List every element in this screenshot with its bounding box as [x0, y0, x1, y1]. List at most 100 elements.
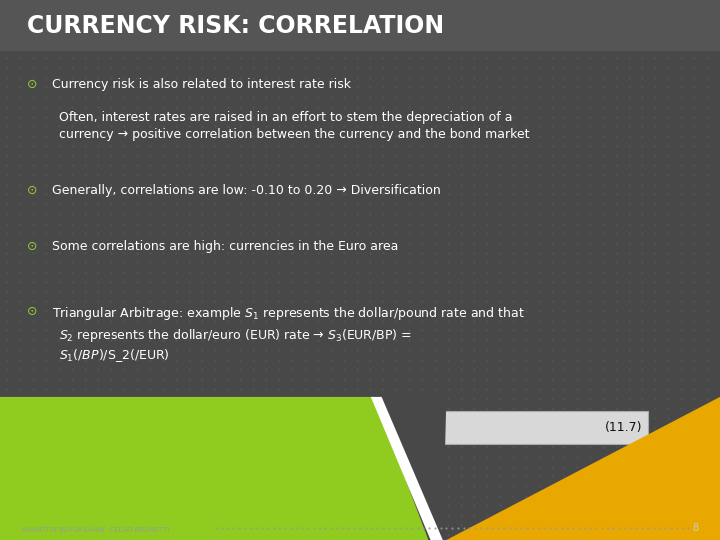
Point: [157, 83, 168, 92]
Point: [40, 248, 52, 257]
Point: [390, 0, 402, 4]
Point: [636, 180, 648, 189]
Point: [105, 287, 117, 296]
Point: [79, 511, 91, 519]
Point: [416, 132, 428, 140]
Point: [287, 229, 298, 238]
Point: [325, 278, 337, 286]
Point: [131, 336, 143, 345]
Point: [662, 122, 674, 131]
Point: [300, 190, 311, 199]
Point: [390, 307, 402, 315]
Point: [261, 384, 272, 393]
Point: [312, 93, 324, 102]
Point: [53, 394, 65, 403]
Point: [261, 482, 272, 490]
Point: [131, 64, 143, 72]
Point: [598, 355, 609, 364]
Point: [274, 258, 285, 267]
Point: [507, 414, 518, 422]
Point: [248, 453, 259, 461]
Point: [14, 307, 26, 315]
Point: [598, 171, 609, 179]
Point: [662, 307, 674, 315]
Point: [714, 336, 720, 345]
Point: [377, 316, 389, 325]
Point: [377, 248, 389, 257]
Point: [40, 73, 52, 82]
Point: [261, 0, 272, 4]
Point: [209, 64, 220, 72]
Point: [403, 297, 415, 306]
Point: [157, 268, 168, 276]
Point: [429, 453, 441, 461]
Point: [507, 278, 518, 286]
Point: [649, 482, 661, 490]
Point: [312, 248, 324, 257]
Point: [79, 433, 91, 442]
Point: [624, 462, 635, 471]
Point: [248, 278, 259, 286]
Point: [675, 151, 687, 160]
Point: [636, 423, 648, 432]
Point: [442, 35, 454, 43]
Point: [559, 171, 570, 179]
Point: [1, 491, 13, 500]
Point: [312, 200, 324, 208]
Point: [429, 530, 441, 539]
Point: [144, 346, 156, 354]
Point: [144, 151, 156, 160]
Point: [585, 151, 596, 160]
Point: [196, 64, 207, 72]
Point: [403, 316, 415, 325]
Point: [325, 83, 337, 92]
Point: [183, 433, 194, 442]
Point: [636, 297, 648, 306]
Point: [559, 141, 570, 150]
Point: [183, 180, 194, 189]
Point: [157, 151, 168, 160]
Point: [403, 375, 415, 383]
Point: [714, 54, 720, 63]
Point: [377, 521, 389, 529]
Point: [364, 122, 376, 131]
Point: [572, 64, 583, 72]
Point: [248, 297, 259, 306]
Point: [429, 355, 441, 364]
Point: [92, 346, 104, 354]
Point: [403, 307, 415, 315]
Point: [261, 472, 272, 481]
Point: [442, 384, 454, 393]
Point: [79, 307, 91, 315]
Point: [546, 472, 557, 481]
Point: [351, 326, 363, 335]
Point: [274, 365, 285, 374]
Point: [325, 54, 337, 63]
Point: [79, 248, 91, 257]
Point: [533, 287, 544, 296]
Point: [144, 472, 156, 481]
Point: [222, 287, 233, 296]
Point: [235, 530, 246, 539]
Point: [338, 73, 350, 82]
Point: [79, 316, 91, 325]
Point: [572, 141, 583, 150]
Point: [533, 229, 544, 238]
Point: [79, 326, 91, 335]
Point: [312, 365, 324, 374]
Point: [27, 44, 39, 53]
Point: [170, 316, 181, 325]
Point: [624, 394, 635, 403]
Point: [92, 501, 104, 510]
Point: [351, 462, 363, 471]
Point: [261, 35, 272, 43]
Point: [325, 268, 337, 276]
Point: [209, 239, 220, 247]
Point: [287, 462, 298, 471]
Point: [442, 200, 454, 208]
Point: [598, 151, 609, 160]
Point: [66, 258, 78, 267]
Point: [377, 511, 389, 519]
Point: [92, 287, 104, 296]
Point: [481, 73, 492, 82]
